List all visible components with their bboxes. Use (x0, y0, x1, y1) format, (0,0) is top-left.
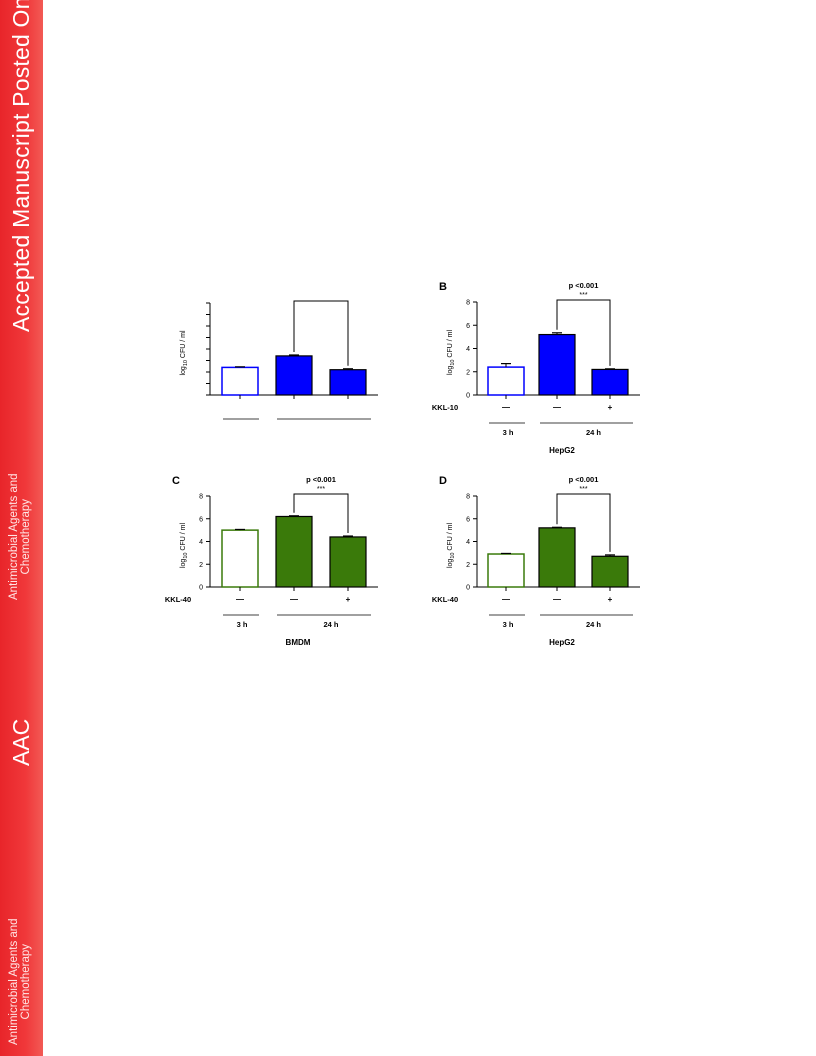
treatment-value: + (608, 595, 613, 604)
treatment-row-label: KKL-40 (432, 595, 458, 604)
y-tick-label: 6 (466, 516, 470, 523)
treatment-row-label: KKL-40 (165, 595, 191, 604)
treatment-value: — (236, 595, 244, 604)
treatment-value: — (290, 595, 298, 604)
treatment-value: — (553, 403, 561, 412)
bar (221, 529, 259, 588)
significance-bracket (293, 493, 349, 534)
treatment-value: — (502, 403, 510, 412)
bar (487, 553, 525, 588)
y-tick-label: 4 (466, 539, 470, 546)
chart-panel-a: log10 CFU / ml (180, 300, 378, 420)
bar (538, 527, 576, 588)
y-tick-label: 8 (199, 494, 203, 501)
treatment-row-label: KKL-10 (432, 403, 458, 412)
time-label-24h: 24 h (586, 428, 601, 437)
y-tick-label: 2 (466, 562, 470, 569)
sidebar: Accepted Manuscript Posted Online Antimi… (0, 0, 43, 1056)
significance-bracket (556, 493, 611, 552)
treatment-value: + (346, 595, 351, 604)
panel-label: B (439, 281, 447, 293)
time-label-3h: 3 h (503, 620, 514, 629)
y-tick-label: 2 (466, 369, 470, 376)
treatment-value: + (608, 403, 613, 412)
y-tick-label: 8 (466, 494, 470, 501)
bar (329, 536, 367, 588)
panel-label: D (439, 475, 447, 487)
bar (591, 555, 629, 588)
treatment-value: — (502, 595, 510, 604)
significance-bracket (556, 299, 611, 366)
y-tick-label: 2 (199, 562, 203, 569)
y-tick-label: 8 (466, 300, 470, 307)
significance-stars: *** (579, 486, 587, 493)
chart-panel-c: C 0 2 4 6 8 log10 CFU / ml p <0.001 *** KKL-40 — — +… (165, 475, 378, 647)
chart-panel-d: D 0 2 4 6 8 log10 CFU / ml p <0.001 *** KKL-40 — — +… (432, 475, 640, 647)
treatment-value: — (553, 595, 561, 604)
y-axis-label: log10 CFU / ml (180, 330, 189, 375)
time-label-24h: 24 h (586, 620, 601, 629)
chart-panel-b: B 0 2 4 6 8 log10 CFU / ml p <0.001 *** KKL-10 — — +… (432, 281, 640, 455)
cell-type-label: HepG2 (549, 446, 575, 455)
y-tick-label: 4 (199, 539, 203, 546)
p-value-label: p <0.001 (569, 475, 599, 484)
y-tick-label: 6 (199, 516, 203, 523)
time-label-24h: 24 h (323, 620, 338, 629)
p-value-label: p <0.001 (306, 475, 336, 484)
y-axis-label: log10 CFU / ml (180, 523, 189, 568)
bar (538, 333, 576, 396)
y-tick-label: 0 (199, 585, 203, 592)
bar (591, 368, 629, 396)
time-label-3h: 3 h (237, 620, 248, 629)
significance-stars: *** (317, 486, 325, 493)
y-tick-label: 6 (466, 323, 470, 330)
p-value-label: p <0.001 (569, 281, 599, 290)
cell-type-label: HepG2 (549, 638, 575, 647)
bar (487, 366, 525, 396)
bar (275, 355, 313, 396)
y-tick-label: 4 (466, 346, 470, 353)
bar (221, 366, 259, 396)
cell-type-label: BMDM (286, 638, 311, 647)
y-tick-label: 0 (466, 393, 470, 400)
y-tick-label: 0 (466, 585, 470, 592)
panel-label: C (172, 475, 180, 487)
significance-stars: *** (579, 292, 587, 299)
time-label-3h: 3 h (503, 428, 514, 437)
bar (329, 369, 367, 396)
significance-bracket (293, 300, 349, 366)
bar (275, 515, 313, 588)
y-axis-label: log10 CFU / ml (447, 330, 456, 375)
y-axis-label: log10 CFU / ml (447, 523, 456, 568)
